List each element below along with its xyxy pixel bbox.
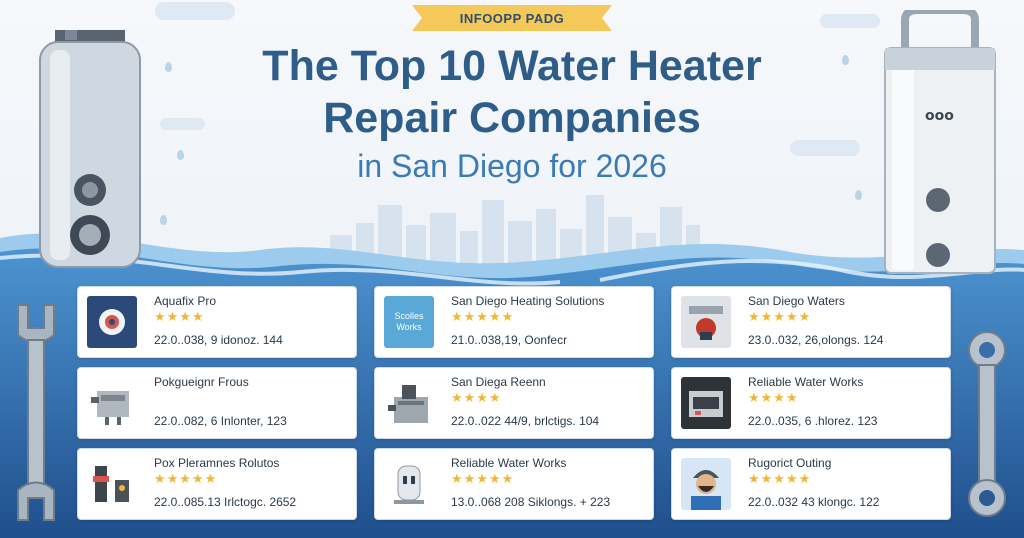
company-card[interactable]: San Diega Reenn ★★★★ 22.0..022 44/9, brl…: [374, 367, 654, 439]
company-name: Reliable Water Works: [748, 375, 864, 389]
company-card[interactable]: Reliable Water Works ★★★★★ 13.0..068 208…: [374, 448, 654, 520]
water-drop-icon: [855, 190, 862, 200]
company-meta: 22.0..035, 6 .hlorez. 123: [748, 414, 878, 428]
company-meta: 21.0..038,19, Oonfecr: [451, 333, 568, 347]
cloud: [160, 118, 205, 130]
company-name: Pokgueignr Frous: [154, 375, 249, 389]
water-heater-right-illustration: ooo: [884, 10, 996, 274]
cloud: [155, 2, 235, 20]
company-card[interactable]: Scolles Works San Diego Heating Solution…: [374, 286, 654, 358]
logo-text: Scolles Works: [394, 311, 424, 332]
cloud: [790, 140, 860, 156]
company-name: Aquafix Pro: [154, 294, 217, 308]
rating-stars: ★★★★: [451, 390, 502, 405]
rating-stars: ★★★★★: [748, 309, 812, 324]
rating-stars: ★★★★: [748, 390, 799, 405]
company-card[interactable]: San Diego Waters ★★★★★ 23.0..032, 26,olo…: [671, 286, 951, 358]
cloud: [820, 14, 880, 28]
company-card[interactable]: Reliable Water Works ★★★★ 22.0..035, 6 .…: [671, 367, 951, 439]
rating-stars: ★★★★★: [748, 471, 812, 486]
company-name: San Diega Reenn: [451, 375, 546, 389]
company-name: San Diego Waters: [748, 294, 845, 308]
company-card[interactable]: Pokgueignr Frous 22.0..082, 6 Inlonter, …: [77, 367, 357, 439]
company-card[interactable]: Pox Pleramnes Rolutos ★★★★★ 22.0..085.13…: [77, 448, 357, 520]
svg-text:ooo: ooo: [925, 108, 954, 124]
company-meta: 22.0..082, 6 Inlonter, 123: [154, 414, 287, 428]
water-drop-icon: [177, 150, 184, 160]
water-heater-left-illustration: [39, 30, 141, 268]
company-card[interactable]: Rugorict Outing ★★★★★ 22.0..032 43 klong…: [671, 448, 951, 520]
water-drop-icon: [842, 55, 849, 65]
aquafix-logo: [87, 296, 137, 348]
company-grid: Aquafix Pro ★★★★ 22.0..038, 9 idonoz. 14…: [77, 286, 951, 524]
company-name: San Diego Heating Solutions: [451, 294, 605, 308]
rating-stars: ★★★★: [154, 309, 205, 324]
company-meta: 13.0..068 208 Siklongs. + 223: [451, 495, 611, 509]
technician-avatar: [681, 458, 731, 510]
boiler-icon: [384, 377, 434, 429]
site-banner: INFOOPP PADG: [412, 5, 612, 31]
company-meta: 22.0..032 43 klongc. 122: [748, 495, 880, 509]
heater-unit-icon: [87, 377, 137, 429]
company-meta: 22.0..022 44/9, brlctigs. 104: [451, 414, 600, 428]
page-title-line-1: The Top 10 Water Heater: [262, 42, 762, 90]
robot-heater-icon: [384, 458, 434, 510]
company-name: Rugorict Outing: [748, 456, 832, 470]
rating-stars: ★★★★★: [451, 309, 515, 324]
company-name: Reliable Water Works: [451, 456, 567, 470]
sd-waters-logo: [681, 296, 731, 348]
company-meta: 23.0..032, 26,olongs. 124: [748, 333, 884, 347]
sd-heating-logo: Scolles Works: [384, 296, 434, 348]
pipe-valve-icon: [87, 458, 137, 510]
company-name: Pox Pleramnes Rolutos: [154, 456, 280, 470]
rating-stars: ★★★★★: [451, 471, 515, 486]
water-drop-icon: [160, 215, 167, 225]
company-meta: 22.0..085.13 Irlctogc. 2652: [154, 495, 297, 509]
company-meta: 22.0..038, 9 idonoz. 144: [154, 333, 283, 347]
wrench-right-icon: [968, 331, 1006, 517]
furnace-icon: [681, 377, 731, 429]
wrench-left-icon: [17, 304, 55, 521]
rating-stars: ★★★★★: [154, 471, 218, 486]
page-title-line-2: Repair Companies: [323, 94, 701, 142]
page-subtitle: in San Diego for 2026: [357, 148, 667, 184]
company-card[interactable]: Aquafix Pro ★★★★ 22.0..038, 9 idonoz. 14…: [77, 286, 357, 358]
water-drop-icon: [165, 62, 172, 72]
